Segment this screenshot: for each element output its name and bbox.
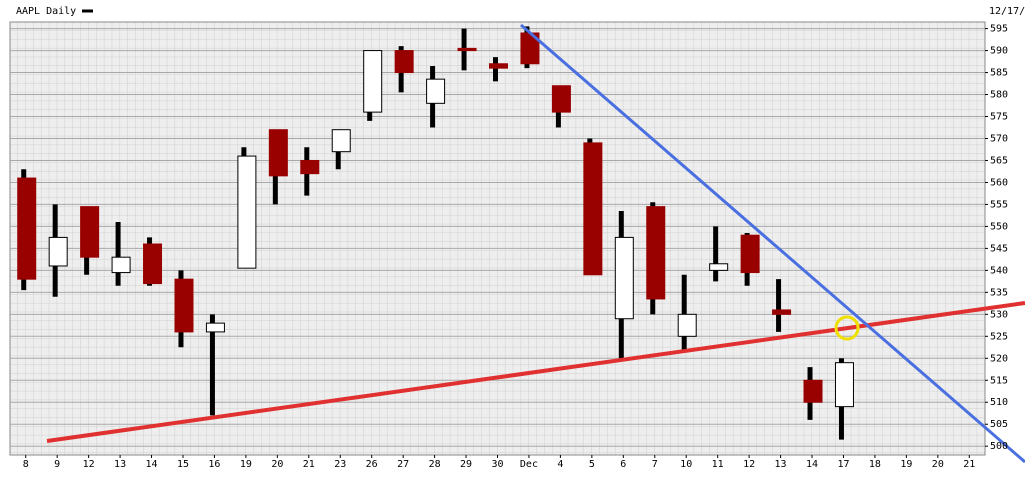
x-tick-label: 14 — [146, 459, 158, 470]
x-tick-label: 20 — [271, 459, 283, 470]
x-tick-label: 26 — [366, 459, 378, 470]
up-body — [237, 155, 257, 269]
y-tick-label: 565 — [990, 155, 1008, 166]
down-body — [457, 47, 477, 52]
down-body — [551, 85, 571, 113]
up-body — [363, 50, 383, 113]
down-body — [740, 234, 760, 274]
up-body — [111, 256, 131, 274]
x-tick-label: 18 — [869, 459, 881, 470]
y-tick-label: 520 — [990, 353, 1008, 364]
axes: 5005055105155205255305355405455505555605… — [23, 24, 1008, 470]
up-body — [677, 313, 697, 337]
x-tick-label: Dec — [520, 459, 538, 470]
down-body — [174, 278, 194, 333]
up-body — [834, 362, 854, 408]
y-tick-label: 515 — [990, 375, 1008, 386]
down-body — [394, 50, 414, 74]
annotations — [46, 23, 1025, 464]
y-tick-label: 540 — [990, 265, 1008, 276]
y-tick-label: 575 — [990, 112, 1008, 123]
up-body — [331, 129, 351, 153]
resistance-trendline — [520, 23, 1025, 464]
x-tick-label: 6 — [620, 459, 626, 470]
up-body — [205, 322, 225, 333]
y-tick-label: 500 — [990, 441, 1008, 452]
x-tick-label: 28 — [429, 459, 441, 470]
y-tick-label: 545 — [990, 243, 1008, 254]
x-tick-label: 8 — [23, 459, 29, 470]
down-body — [772, 309, 792, 315]
candles — [17, 26, 854, 440]
x-tick-label: 9 — [54, 459, 60, 470]
x-tick-label: 11 — [712, 459, 724, 470]
x-tick-label: 15 — [177, 459, 189, 470]
y-tick-label: 580 — [990, 90, 1008, 101]
down-body — [489, 63, 508, 69]
y-tick-label: 595 — [990, 24, 1008, 35]
y-tick-label: 525 — [990, 331, 1008, 342]
x-tick-label: 29 — [460, 459, 472, 470]
y-tick-label: 590 — [990, 46, 1008, 57]
x-tick-label: 21 — [303, 459, 315, 470]
x-tick-label: 5 — [589, 459, 595, 470]
x-tick-label: 10 — [680, 459, 692, 470]
up-body — [426, 78, 446, 104]
up-body — [614, 236, 634, 320]
up-body — [48, 236, 68, 267]
y-tick-label: 550 — [990, 221, 1008, 232]
y-tick-label: 530 — [990, 309, 1008, 320]
up-body — [709, 263, 729, 271]
down-body — [646, 206, 666, 300]
x-tick-label: 12 — [743, 459, 755, 470]
x-tick-label: 13 — [114, 459, 126, 470]
x-tick-label: 27 — [397, 459, 409, 470]
chart-title: AAPL Daily — [16, 6, 76, 17]
x-tick-label: 21 — [963, 459, 975, 470]
y-tick-label: 510 — [990, 397, 1008, 408]
down-body — [17, 177, 37, 280]
x-tick-label: 20 — [932, 459, 944, 470]
crossover-marker — [834, 315, 860, 341]
down-body — [583, 142, 603, 276]
x-tick-label: 4 — [557, 459, 563, 470]
y-tick-label: 560 — [990, 177, 1008, 188]
x-tick-label: 23 — [334, 459, 346, 470]
x-tick-label: 16 — [208, 459, 220, 470]
x-tick-label: 14 — [806, 459, 818, 470]
x-tick-label: 19 — [240, 459, 252, 470]
support-trendline — [46, 301, 1025, 443]
x-tick-label: 12 — [83, 459, 95, 470]
y-tick-label: 570 — [990, 133, 1008, 144]
y-tick-label: 505 — [990, 419, 1008, 430]
down-body — [803, 379, 823, 403]
y-tick-label: 555 — [990, 199, 1008, 210]
x-tick-label: 13 — [775, 459, 787, 470]
down-body — [80, 206, 100, 258]
down-body — [143, 243, 163, 285]
date-label: 12/17/ — [989, 6, 1025, 17]
x-tick-label: 30 — [491, 459, 503, 470]
x-tick-label: 17 — [837, 459, 849, 470]
down-body — [268, 129, 288, 177]
x-tick-label: 19 — [900, 459, 912, 470]
x-tick-label: 7 — [652, 459, 658, 470]
y-tick-label: 585 — [990, 68, 1008, 79]
down-body — [300, 159, 320, 175]
y-tick-label: 535 — [990, 287, 1008, 298]
